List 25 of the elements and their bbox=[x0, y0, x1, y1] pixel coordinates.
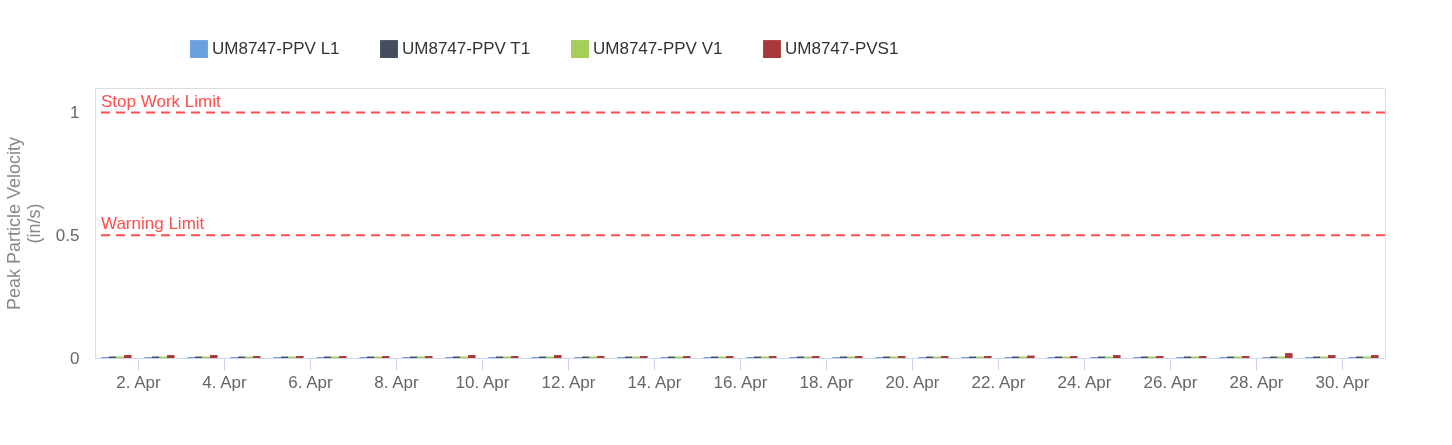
x-tick-label: 28. Apr bbox=[1229, 372, 1284, 392]
legend-label: UM8747-PPV V1 bbox=[593, 39, 723, 59]
y-axis-title: Peak Particle Velocity (in/s) bbox=[3, 136, 44, 311]
legend-label: UM8747-PPV T1 bbox=[402, 39, 531, 59]
x-tick-label: 16. Apr bbox=[713, 372, 768, 392]
x-tick-label: 24. Apr bbox=[1057, 372, 1112, 392]
legend-label: UM8747-PPV L1 bbox=[212, 39, 340, 59]
x-tick-label: 12. Apr bbox=[541, 372, 596, 392]
y-tick-label: 1 bbox=[70, 103, 80, 123]
x-tick-label: 4. Apr bbox=[202, 372, 248, 392]
x-tick-label: 14. Apr bbox=[627, 372, 682, 392]
x-tick-label: 10. Apr bbox=[455, 372, 510, 392]
y-tick-label: 0.5 bbox=[55, 225, 80, 245]
ref-line-label: Warning Limit bbox=[101, 214, 205, 234]
x-tick-label: 22. Apr bbox=[971, 372, 1026, 392]
x-tick-label: 18. Apr bbox=[799, 372, 854, 392]
x-tick-label: 2. Apr bbox=[116, 372, 162, 392]
ref-line-label: Stop Work Limit bbox=[101, 91, 221, 111]
x-tick-label: 6. Apr bbox=[288, 372, 334, 392]
x-tick-label: 20. Apr bbox=[885, 372, 940, 392]
y-tick-label: 0 bbox=[70, 348, 80, 368]
legend-label: UM8747-PVS1 bbox=[785, 39, 899, 59]
x-tick-label: 26. Apr bbox=[1143, 372, 1198, 392]
x-tick-label: 30. Apr bbox=[1315, 372, 1370, 392]
x-tick-label: 8. Apr bbox=[374, 372, 420, 392]
